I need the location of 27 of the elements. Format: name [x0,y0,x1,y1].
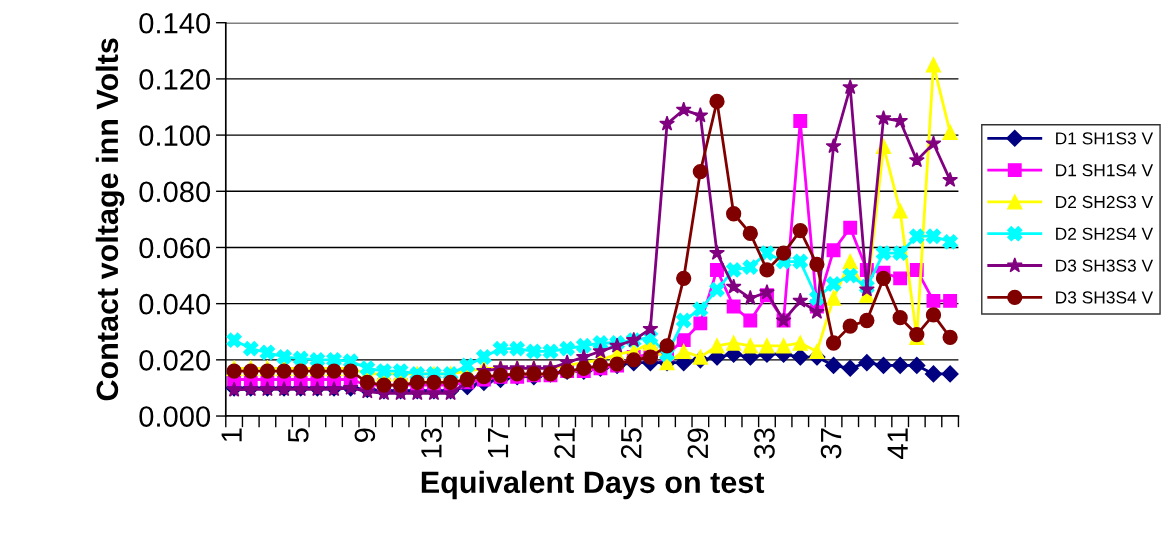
y-tick-label: 0.000 [139,406,211,427]
y-tick-label: 0.060 [139,237,211,259]
x-tick-label: 1 [221,428,242,442]
x-tick-label: 41 [887,428,908,459]
legend-label: D1 SH1S4 V [1056,164,1154,177]
x-tick-label: 29 [687,428,709,459]
legend-label: D2 SH2S3 V [1056,195,1154,209]
x-tick-label: 5 [288,428,309,443]
y-tick-label: 0.080 [139,181,211,203]
y-tick-label: 0.100 [139,125,211,146]
x-tick-label: 25 [620,428,642,459]
legend-label: D1 SH1S3 V [1056,132,1154,145]
legend-label: D3 SH3S3 V [1056,259,1154,272]
x-tick-label: 21 [554,428,575,459]
y-tick-label: 0.040 [139,293,211,315]
legend-label: D3 SH3S4 V [1056,291,1154,304]
y-axis-title: Contact voltage inn Volts [95,38,125,401]
y-tick-label: 0.140 [139,12,211,34]
y-tick-label: 0.020 [139,350,211,371]
x-tick-label: 37 [820,428,842,459]
x-tick-label: 9 [354,428,376,442]
x-tick-label: 17 [488,428,509,458]
x-tick-label: 13 [421,428,442,458]
x-tick-label: 33 [754,428,775,459]
x-axis-title: Equivalent Days on test [421,470,765,500]
legend-label: D2 SH2S4 V [1056,227,1154,240]
y-tick-label: 0.120 [139,69,211,90]
